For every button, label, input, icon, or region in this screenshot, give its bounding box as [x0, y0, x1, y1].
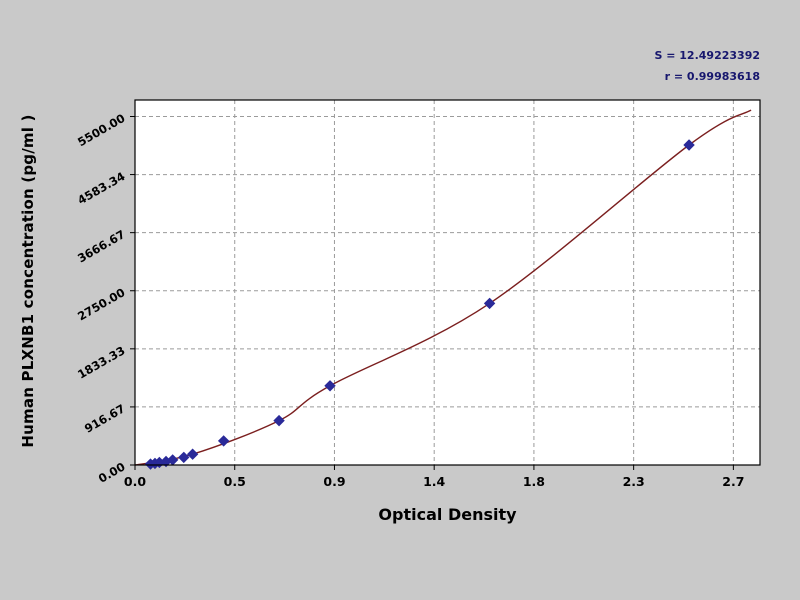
data-point-marker [324, 380, 336, 392]
fit-s-value: S = 12.49223392 [654, 49, 760, 62]
x-tick-label: 2.3 [623, 474, 645, 489]
x-tick-label: 0.9 [323, 474, 345, 489]
fit-annotation: S = 12.49223392 r = 0.99983618 [654, 46, 760, 88]
data-point-marker [186, 448, 199, 460]
data-point-marker [217, 435, 230, 447]
x-tick-label: 0.5 [224, 474, 246, 489]
fit-curve [134, 109, 752, 466]
y-tick-label: 5500.00 [75, 111, 127, 149]
tick-marks [130, 115, 734, 470]
y-tick-label: 2750.00 [75, 285, 127, 323]
y-tick-label: 916.67 [82, 401, 127, 435]
plot-frame [134, 99, 761, 466]
y-tick-label: 3666.67 [75, 227, 127, 265]
x-tick-label: 2.7 [722, 474, 744, 489]
plot-background [135, 100, 760, 465]
fit-r-value: r = 0.99983618 [664, 69, 760, 83]
y-tick-label: 0.00 [96, 459, 128, 485]
x-tick-label: 1.4 [423, 474, 445, 489]
standard-points [144, 139, 695, 470]
y-tick-labels: 0.00 916.67 1833.33 2750.00 3666.67 4583.34 55… [75, 111, 127, 486]
gridlines [135, 100, 760, 465]
x-tick-labels: 0.0 0.5 0.9 1.4 1.8 2.3 2.7 [124, 474, 745, 489]
data-point-marker [683, 139, 695, 151]
x-tick-label: 0.0 [124, 474, 146, 489]
y-tick-label: 1833.33 [75, 343, 127, 381]
data-point-marker [178, 451, 190, 464]
x-tick-label: 1.8 [523, 474, 545, 489]
data-point-marker [483, 297, 496, 310]
y-tick-label: 4583.34 [75, 169, 127, 207]
x-axis-title: Optical Density [378, 505, 517, 524]
data-point-marker [273, 414, 285, 427]
